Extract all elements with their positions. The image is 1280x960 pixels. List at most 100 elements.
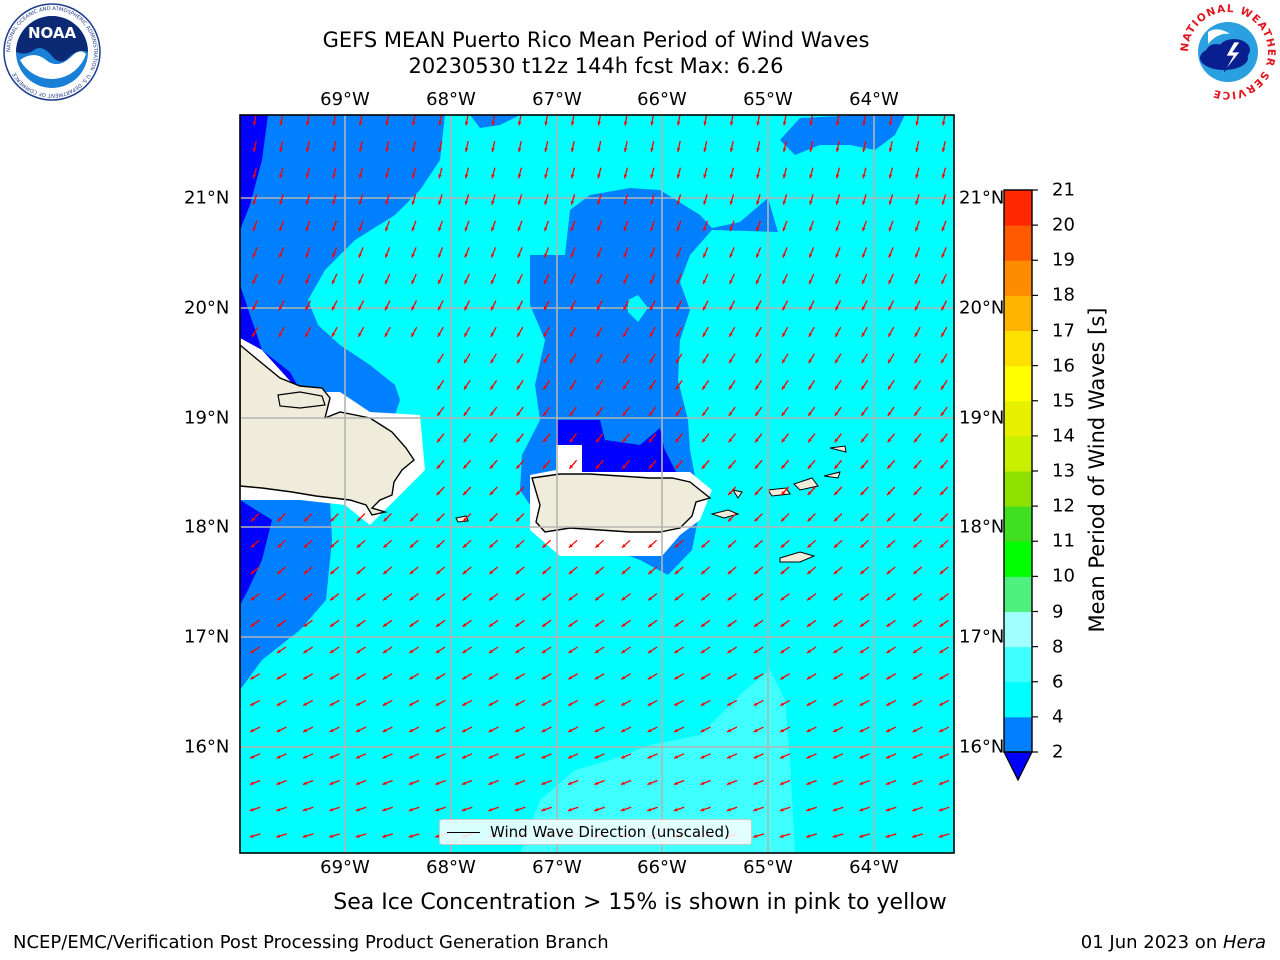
wave-direction-arrowhead <box>597 148 601 152</box>
wave-direction-arrowhead <box>462 570 467 574</box>
wave-direction-arrowhead <box>409 755 413 759</box>
wave-direction-arrowhead <box>542 464 547 469</box>
wave-direction-arrowhead <box>648 623 652 627</box>
wave-direction-arrowhead <box>515 649 520 653</box>
wave-direction-arrowhead <box>489 491 494 495</box>
wave-direction-arrowhead <box>382 808 387 812</box>
wave-direction-arrowhead <box>782 332 786 337</box>
wave-direction-arrowhead <box>435 728 440 732</box>
wave-direction-arrowhead <box>595 544 600 548</box>
wave-direction-arrowhead <box>436 570 441 574</box>
wave-direction-arrowhead <box>516 464 521 469</box>
wave-direction-arrowhead <box>701 596 706 601</box>
wave-direction-arrowhead <box>277 544 282 548</box>
wave-direction-arrowhead <box>862 227 866 232</box>
wave-direction-arrowhead <box>621 649 626 653</box>
wave-direction-arrowhead <box>279 200 283 205</box>
wave-direction-arrowhead <box>438 253 442 258</box>
colorbar-tick-label: 15 <box>1052 390 1075 412</box>
wave-direction-arrowhead <box>753 808 758 812</box>
wave-direction-arrowhead <box>756 174 760 179</box>
wave-direction-arrowhead <box>727 596 732 601</box>
wave-direction-arrowhead <box>515 755 519 759</box>
wave-direction-arrowhead <box>358 148 363 152</box>
wave-direction-arrowhead <box>464 332 468 337</box>
wave-direction-arrowhead <box>861 385 865 390</box>
wave-direction-arrowhead <box>569 412 574 416</box>
wave-direction-arrowhead <box>358 200 363 205</box>
wave-direction-arrowhead <box>779 834 784 838</box>
wave-direction-arrowhead <box>940 385 945 390</box>
wave-direction-arrowhead <box>886 728 891 732</box>
sea-ice-note: Sea Ice Concentration > 15% is shown in … <box>333 890 947 915</box>
wave-direction-arrowhead <box>250 623 255 627</box>
wave-direction-arrowhead <box>703 148 707 152</box>
wave-direction-arrowhead <box>753 702 758 706</box>
wave-direction-arrowhead <box>356 676 361 680</box>
wave-direction-arrowhead <box>702 412 706 416</box>
wave-direction-arrowhead <box>753 676 758 680</box>
wave-direction-arrowhead <box>780 676 785 680</box>
wave-direction-arrowhead <box>806 702 811 706</box>
wave-direction-arrowhead <box>568 755 572 759</box>
wave-direction-arrowhead <box>860 570 865 574</box>
wave-direction-arrowhead <box>249 834 254 838</box>
wave-direction-arrowhead <box>729 359 733 364</box>
wave-direction-arrowhead <box>541 676 546 680</box>
wave-direction-arrowhead <box>938 834 943 838</box>
wave-direction-arrowhead <box>862 148 866 152</box>
wave-direction-arrowhead <box>303 755 307 759</box>
wave-direction-arrowhead <box>913 517 918 522</box>
wave-direction-arrowhead <box>940 464 945 469</box>
wave-direction-arrowhead <box>250 570 255 574</box>
wave-direction-arrowhead <box>676 148 681 152</box>
wave-direction-arrowhead <box>358 121 363 126</box>
wave-direction-arrowhead <box>356 623 361 627</box>
wave-direction-arrowhead <box>808 385 812 390</box>
wave-direction-arrowhead <box>862 121 866 126</box>
wave-direction-arrowhead <box>436 491 441 495</box>
wave-direction-arrowhead <box>915 200 919 205</box>
wave-direction-arrowhead <box>833 623 838 627</box>
wave-direction-arrowhead <box>303 728 308 732</box>
wave-direction-arrowhead <box>623 227 627 232</box>
wave-direction-arrowhead <box>411 200 416 205</box>
wave-direction-arrowhead <box>914 385 918 390</box>
wave-direction-arrowhead <box>279 227 283 232</box>
wave-direction-arrowhead <box>886 544 891 548</box>
wave-direction-arrowhead <box>382 702 387 706</box>
wave-direction-arrowhead <box>305 174 310 179</box>
wave-direction-arrowhead <box>385 200 389 205</box>
wave-direction-arrowhead <box>358 227 362 232</box>
wave-direction-arrowhead <box>491 253 495 258</box>
wave-direction-arrowhead <box>489 544 494 548</box>
wave-direction-arrowhead <box>409 676 414 680</box>
wave-direction-arrowhead <box>862 280 866 284</box>
wave-direction-arrowhead <box>543 332 548 337</box>
wave-direction-arrowhead <box>675 438 680 443</box>
wave-direction-arrowhead <box>914 412 918 416</box>
wave-direction-arrowhead <box>941 332 945 337</box>
wave-direction-arrowhead <box>568 596 573 601</box>
wave-direction-arrowhead <box>888 148 893 152</box>
wave-direction-arrowhead <box>542 570 547 574</box>
wave-direction-arrowhead <box>252 332 256 337</box>
wave-direction-arrowhead <box>912 702 917 706</box>
wave-direction-arrowhead <box>569 438 574 443</box>
wave-direction-arrowhead <box>516 517 520 522</box>
wave-direction-arrowhead <box>675 385 680 390</box>
wave-direction-arrowhead <box>756 148 760 152</box>
wave-direction-arrowhead <box>488 649 493 653</box>
wave-direction-arrowhead <box>701 570 706 574</box>
wave-direction-arrowhead <box>939 676 944 680</box>
wave-direction-arrowhead <box>279 306 283 311</box>
wave-direction-arrowhead <box>780 596 785 601</box>
wave-direction-arrowhead <box>594 702 599 706</box>
wave-direction-arrowhead <box>408 781 413 785</box>
wave-direction-arrowhead <box>912 728 917 732</box>
wave-direction-arrowhead <box>305 253 309 258</box>
wave-direction-arrowhead <box>781 491 785 495</box>
wave-direction-arrowhead <box>727 755 731 759</box>
wave-direction-arrowhead <box>332 306 336 311</box>
anegada-island <box>829 445 847 453</box>
